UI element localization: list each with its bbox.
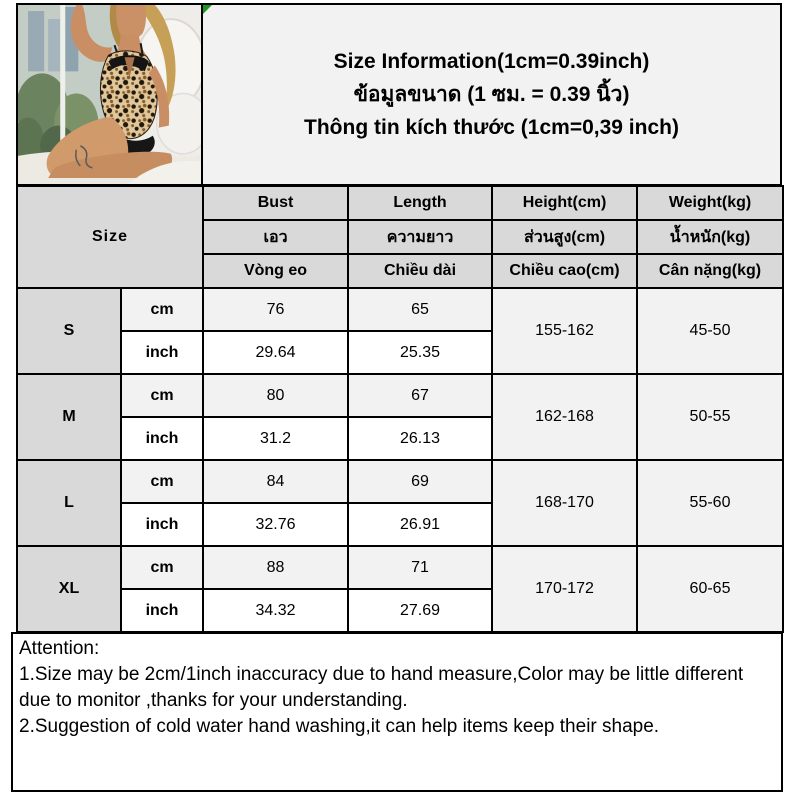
blanket <box>128 160 201 184</box>
size-xl-cell: XL <box>16 545 122 633</box>
xl-bust-inch: 34.32 <box>202 588 350 633</box>
col-header-height-en: Height(cm) <box>491 185 639 221</box>
attention-notes: Attention: 1.Size may be 2cm/1inch inacc… <box>11 632 783 792</box>
xl-weight: 60-65 <box>636 545 785 633</box>
size-info-title: Size Information(1cm=0.39inch) ข้อมูลขนา… <box>201 3 782 186</box>
l-height: 168-170 <box>491 459 639 547</box>
title-english: Size Information(1cm=0.39inch) <box>333 50 650 73</box>
size-s-cell: S <box>16 287 122 375</box>
col-header-bust-vi: Vòng eo <box>202 253 350 289</box>
col-header-weight-en: Weight(kg) <box>636 185 785 221</box>
col-header-length-vi: Chiều dài <box>347 253 494 289</box>
l-bust-cm: 84 <box>202 459 350 504</box>
l-length-inch: 26.91 <box>347 502 494 547</box>
lower-leg <box>48 151 173 178</box>
m-weight: 50-55 <box>636 373 785 461</box>
unit-cm-label: cm <box>119 459 205 504</box>
attention-line-2: 2.Suggestion of cold water hand washing,… <box>19 716 660 737</box>
cell-corner-marker-icon <box>203 5 212 14</box>
thigh-tattoo <box>75 145 93 169</box>
s-length-inch: 25.35 <box>347 330 494 375</box>
product-photo <box>16 3 203 186</box>
leopard-bodysuit <box>99 50 158 140</box>
xl-length-cm: 71 <box>347 545 494 590</box>
l-bust-inch: 32.76 <box>202 502 350 547</box>
xl-bust-cm: 88 <box>202 545 350 590</box>
m-bust-inch: 31.2 <box>202 416 350 461</box>
m-bust-cm: 80 <box>202 373 350 418</box>
unit-cm-label: cm <box>119 373 205 418</box>
model-head <box>113 5 147 40</box>
title-thai: ข้อมูลขนาด (1 ซม. = 0.39 นิ้ว) <box>353 83 630 106</box>
size-chart-table: Size Bust Length Height(cm) Weight(kg) เ… <box>15 185 785 633</box>
unit-inch-label: inch <box>119 330 205 375</box>
model-hair <box>138 5 176 118</box>
size-label-cell: Size <box>15 185 205 289</box>
col-header-length-en: Length <box>347 185 494 221</box>
cleavage <box>124 57 135 78</box>
col-header-bust-th: เอว <box>202 219 350 255</box>
col-header-bust-en: Bust <box>202 185 350 221</box>
col-header-weight-th: น้ำหนัก(kg) <box>636 219 785 255</box>
unit-inch-label: inch <box>119 502 205 547</box>
s-weight: 45-50 <box>636 287 785 375</box>
size-m-cell: M <box>16 373 122 461</box>
m-height: 162-168 <box>491 373 639 461</box>
l-weight: 55-60 <box>636 459 785 547</box>
product-photo-illustration <box>18 5 201 184</box>
l-length-cm: 69 <box>347 459 494 504</box>
attention-line-1: 1.Size may be 2cm/1inch inaccuracy due t… <box>19 664 744 711</box>
col-header-height-vi: Chiều cao(cm) <box>491 253 639 289</box>
model-figure <box>46 5 201 184</box>
right-arm <box>148 65 170 128</box>
col-header-height-th: ส่วนสูง(cm) <box>491 219 639 255</box>
unit-inch-label: inch <box>119 588 205 633</box>
window-frame <box>60 5 66 184</box>
col-header-length-th: ความยาว <box>347 219 494 255</box>
xl-height: 170-172 <box>491 545 639 633</box>
m-length-inch: 26.13 <box>347 416 494 461</box>
size-l-cell: L <box>16 459 122 547</box>
m-length-cm: 67 <box>347 373 494 418</box>
xl-length-inch: 27.69 <box>347 588 494 633</box>
col-header-weight-vi: Cân nặng(kg) <box>636 253 785 289</box>
city-buildings <box>28 7 79 72</box>
title-vietnamese: Thông tin kích thước (1cm=0,39 inch) <box>304 116 679 139</box>
raised-arm <box>70 5 113 62</box>
unit-inch-label: inch <box>119 416 205 461</box>
unit-cm-label: cm <box>119 545 205 590</box>
unit-cm-label: cm <box>119 287 205 332</box>
s-height: 155-162 <box>491 287 639 375</box>
s-bust-inch: 29.64 <box>202 330 350 375</box>
attention-heading: Attention: <box>19 638 100 659</box>
s-bust-cm: 76 <box>202 287 350 332</box>
s-length-cm: 65 <box>347 287 494 332</box>
